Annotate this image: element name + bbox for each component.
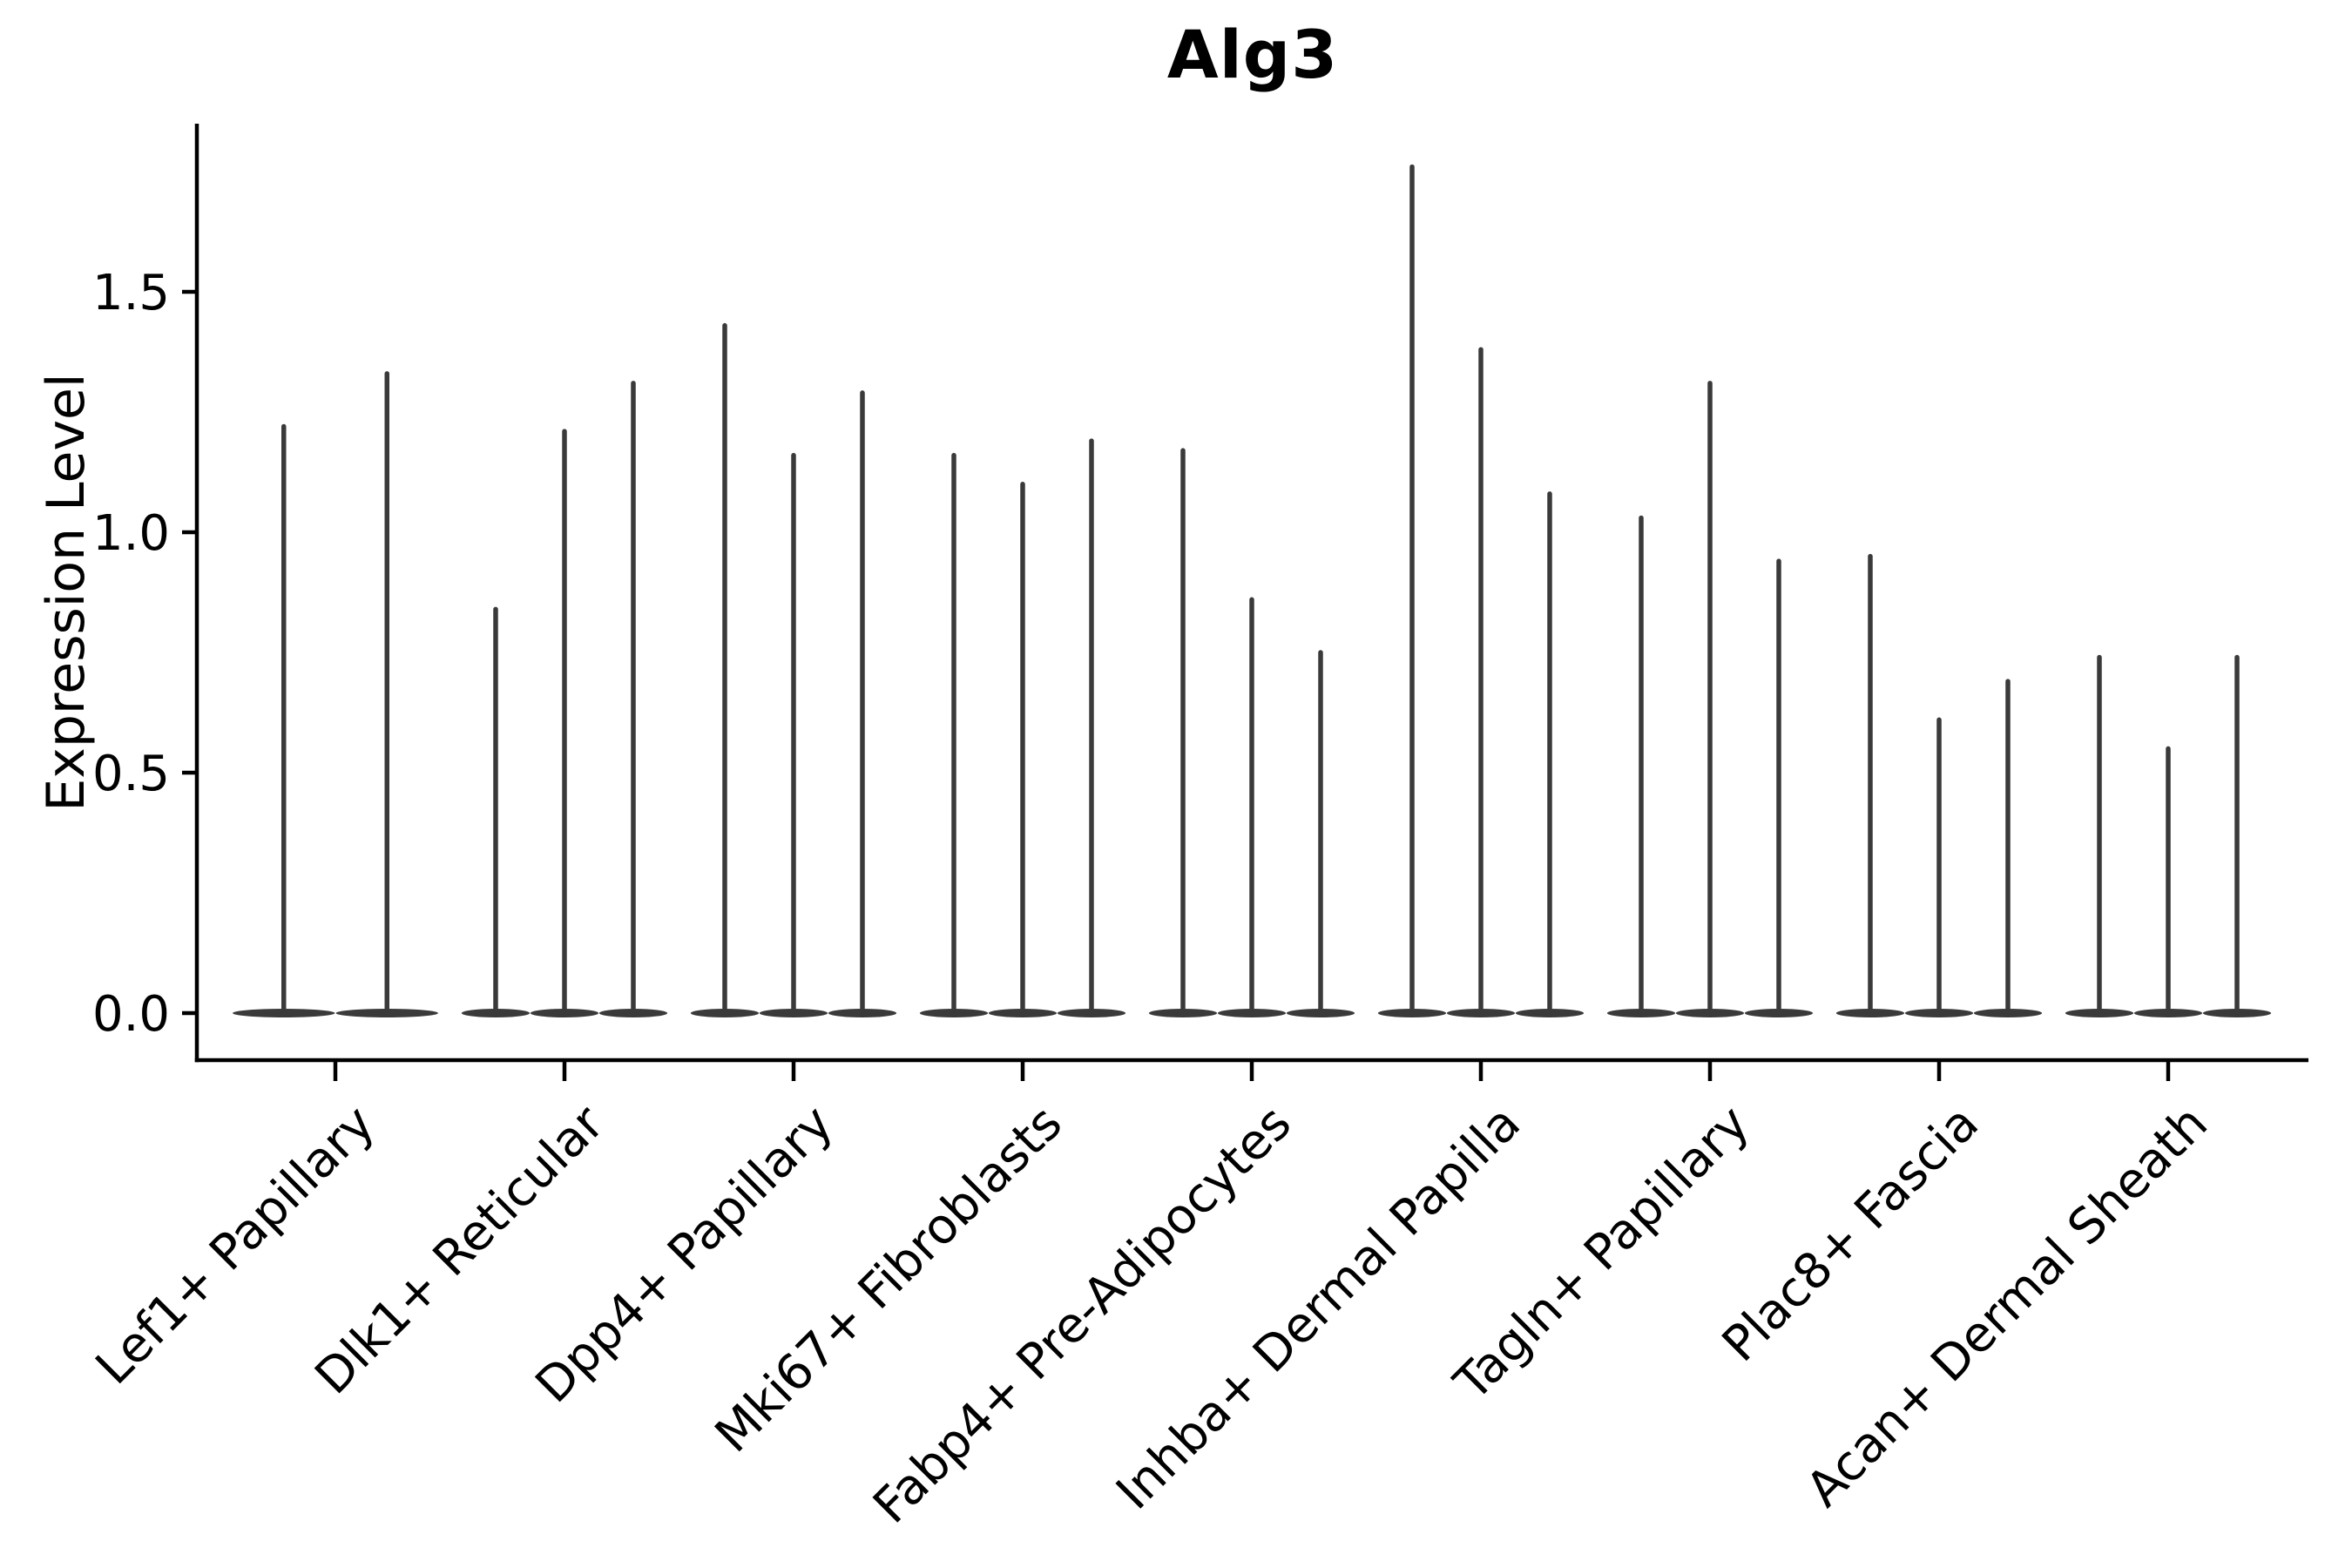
- x-tick-label: Inhba+ Dermal Papilla: [1105, 1095, 1531, 1521]
- y-tick-label: 0.5: [92, 746, 170, 802]
- y-tick-label: 1.5: [92, 265, 170, 321]
- y-tick-label: 1.0: [92, 505, 170, 562]
- x-tick-label: Acan+ Dermal Sheath: [1795, 1095, 2219, 1518]
- plot-title: Alg3: [1166, 16, 1339, 93]
- y-tick-label: 0.0: [92, 986, 170, 1043]
- x-tick-label: Fabp4+ Pre-Adipocytes: [862, 1095, 1302, 1535]
